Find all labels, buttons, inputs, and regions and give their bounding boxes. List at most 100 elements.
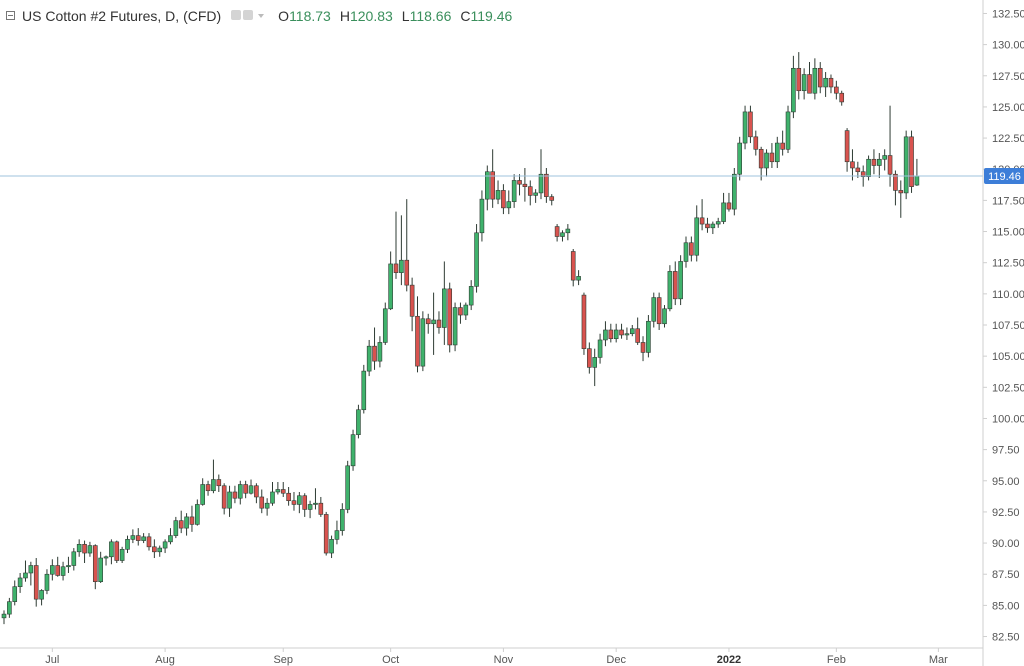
candle[interactable]: [259, 489, 265, 514]
candle[interactable]: [152, 539, 157, 559]
candle[interactable]: [640, 336, 646, 362]
candle[interactable]: [812, 58, 818, 100]
candle[interactable]: [340, 503, 345, 536]
candle[interactable]: [334, 520, 340, 545]
candle[interactable]: [801, 68, 807, 100]
candle[interactable]: [420, 311, 426, 372]
candle[interactable]: [603, 321, 608, 347]
candle[interactable]: [1, 610, 7, 625]
candle[interactable]: [211, 459, 216, 494]
candle[interactable]: [237, 480, 243, 505]
candle[interactable]: [33, 558, 39, 607]
candle[interactable]: [50, 559, 55, 581]
candle[interactable]: [28, 561, 34, 586]
candle[interactable]: [162, 539, 168, 554]
candle[interactable]: [774, 136, 780, 168]
candle[interactable]: [232, 485, 238, 504]
candle[interactable]: [522, 167, 528, 202]
candle[interactable]: [436, 311, 442, 334]
candle[interactable]: [280, 482, 286, 497]
candle[interactable]: [119, 546, 125, 564]
candle[interactable]: [549, 194, 555, 206]
candle[interactable]: [243, 480, 248, 499]
candle[interactable]: [200, 478, 205, 506]
candle[interactable]: [425, 313, 431, 334]
candle[interactable]: [264, 498, 270, 516]
candle[interactable]: [909, 130, 914, 193]
candle[interactable]: [431, 292, 436, 355]
candle[interactable]: [560, 230, 565, 242]
candle[interactable]: [221, 483, 227, 515]
candle[interactable]: [404, 199, 410, 292]
candle[interactable]: [254, 483, 259, 504]
candle[interactable]: [538, 149, 544, 200]
candle[interactable]: [141, 533, 146, 544]
symbol-title[interactable]: US Cotton #2 Futures, D, (CFD): [22, 8, 222, 24]
candle[interactable]: [490, 149, 495, 208]
caret-down-icon[interactable]: [258, 14, 265, 18]
candle[interactable]: [318, 496, 324, 517]
candle[interactable]: [501, 184, 506, 215]
candle[interactable]: [103, 555, 109, 566]
candle[interactable]: [71, 548, 77, 571]
candle[interactable]: [479, 190, 485, 242]
candle[interactable]: [785, 105, 791, 154]
candle[interactable]: [60, 561, 66, 581]
candle[interactable]: [898, 180, 904, 218]
candle[interactable]: [189, 505, 195, 532]
candle[interactable]: [871, 149, 877, 175]
candle[interactable]: [114, 540, 120, 564]
candle[interactable]: [216, 474, 222, 492]
candle[interactable]: [710, 221, 716, 235]
candle[interactable]: [227, 485, 232, 517]
candle[interactable]: [195, 499, 200, 526]
candle[interactable]: [17, 572, 23, 593]
candle[interactable]: [372, 327, 377, 370]
candle[interactable]: [291, 491, 297, 511]
candle[interactable]: [447, 282, 453, 353]
candle[interactable]: [683, 236, 689, 268]
candle[interactable]: [517, 174, 522, 196]
candle[interactable]: [157, 545, 163, 557]
candle[interactable]: [796, 52, 802, 100]
candle[interactable]: [146, 533, 152, 551]
candle[interactable]: [184, 513, 189, 536]
candle[interactable]: [823, 72, 828, 97]
candle[interactable]: [592, 348, 598, 387]
candle[interactable]: [533, 189, 538, 203]
candle[interactable]: [205, 480, 211, 496]
candle[interactable]: [667, 265, 673, 312]
candle[interactable]: [791, 55, 796, 119]
candle[interactable]: [635, 317, 640, 345]
candle[interactable]: [887, 105, 893, 187]
candle[interactable]: [844, 128, 850, 172]
candle[interactable]: [576, 270, 581, 286]
candle[interactable]: [302, 493, 308, 517]
candle[interactable]: [76, 539, 82, 557]
candle[interactable]: [780, 130, 785, 156]
candle[interactable]: [409, 277, 415, 332]
candle[interactable]: [125, 535, 130, 554]
candle[interactable]: [366, 339, 372, 377]
candle[interactable]: [399, 215, 404, 286]
candle[interactable]: [855, 161, 861, 178]
candle[interactable]: [178, 510, 184, 534]
candle[interactable]: [98, 551, 103, 583]
candle[interactable]: [570, 248, 576, 287]
candle[interactable]: [109, 539, 114, 565]
candle[interactable]: [356, 404, 361, 439]
candle[interactable]: [12, 580, 18, 606]
candle[interactable]: [23, 560, 28, 582]
candle[interactable]: [834, 80, 839, 100]
candle[interactable]: [839, 90, 845, 106]
candle[interactable]: [458, 302, 463, 324]
candle[interactable]: [554, 224, 560, 242]
candle[interactable]: [565, 224, 571, 241]
candle[interactable]: [758, 146, 764, 181]
candle[interactable]: [828, 74, 834, 94]
candle[interactable]: [393, 211, 399, 279]
candle[interactable]: [474, 224, 479, 293]
candle[interactable]: [737, 136, 742, 181]
candle[interactable]: [694, 205, 700, 262]
